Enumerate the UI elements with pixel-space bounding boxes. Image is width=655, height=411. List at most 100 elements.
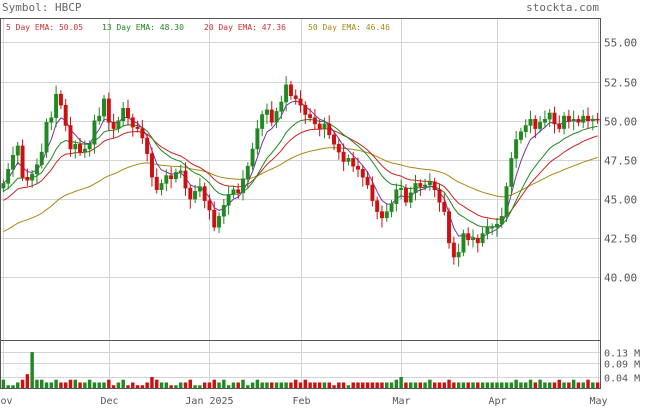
candle-body bbox=[1, 183, 6, 189]
volume-panel-border bbox=[0, 340, 601, 389]
candle-body bbox=[159, 183, 164, 190]
volume-bar bbox=[485, 382, 490, 388]
volume-bar bbox=[490, 382, 494, 388]
volume-bar bbox=[226, 385, 231, 388]
volume-bar bbox=[351, 382, 355, 388]
volume-bar bbox=[231, 382, 236, 388]
ema-20-line-layer bbox=[3, 128, 598, 220]
volume-tick-label: 0.13 M bbox=[604, 349, 640, 360]
candle-body bbox=[332, 134, 337, 145]
volume-bar bbox=[44, 382, 49, 388]
volume-bar bbox=[135, 385, 140, 388]
candle-body bbox=[207, 200, 212, 211]
volume-bar bbox=[571, 379, 576, 388]
volume-bar bbox=[471, 382, 475, 388]
volume-bar bbox=[126, 385, 130, 388]
volume-bar bbox=[236, 382, 240, 388]
candle-body bbox=[121, 108, 126, 122]
candle-body bbox=[274, 111, 279, 123]
x-tick-label: Nov bbox=[0, 396, 13, 406]
candle-body bbox=[217, 216, 222, 228]
candle-body bbox=[58, 93, 63, 106]
volume-bar bbox=[11, 385, 15, 388]
volume-bar bbox=[274, 382, 279, 388]
candle-body bbox=[514, 139, 519, 159]
candle-body bbox=[303, 104, 308, 115]
price-tick-label: 50.00 bbox=[604, 116, 637, 129]
volume-bar bbox=[552, 382, 557, 388]
volume-bar bbox=[246, 385, 250, 388]
candle-body bbox=[432, 181, 437, 190]
volume-bar bbox=[466, 382, 470, 388]
candle-body bbox=[164, 175, 169, 184]
ema-20-line bbox=[3, 128, 598, 220]
volume-bar bbox=[174, 385, 178, 388]
volume-bar bbox=[313, 382, 317, 388]
volume-bar bbox=[394, 379, 399, 388]
symbol-label: Symbol: HBCP bbox=[2, 1, 82, 14]
candle-body bbox=[298, 98, 303, 106]
candle-body bbox=[25, 176, 30, 181]
candle-body bbox=[236, 189, 241, 194]
price-tick-label: 45.00 bbox=[604, 194, 637, 207]
volume-bar bbox=[40, 379, 44, 388]
candle-body bbox=[552, 112, 557, 125]
volume-bar bbox=[284, 382, 288, 388]
candle-body bbox=[245, 165, 250, 179]
volume-bar bbox=[523, 382, 528, 388]
candle-body bbox=[97, 115, 102, 122]
candle-body bbox=[11, 154, 15, 170]
candle-body bbox=[102, 98, 107, 117]
volume-bar bbox=[456, 382, 461, 388]
volume-bar bbox=[183, 382, 188, 388]
candle-body bbox=[30, 173, 35, 181]
candle-body bbox=[403, 187, 408, 203]
x-tick-label: Jan 2025 bbox=[185, 396, 233, 406]
candle-body bbox=[15, 145, 20, 156]
candle-body bbox=[44, 122, 49, 153]
volume-bar bbox=[178, 382, 183, 388]
candle-body bbox=[317, 123, 322, 129]
candle-body bbox=[226, 194, 231, 206]
volume-bar bbox=[567, 382, 571, 388]
candle-body bbox=[370, 184, 375, 201]
candle-body bbox=[6, 169, 11, 184]
volume-bar bbox=[155, 379, 159, 388]
candle-body bbox=[562, 115, 567, 129]
volume-bar bbox=[500, 382, 504, 388]
volume-bar bbox=[121, 379, 125, 388]
volume-bar bbox=[404, 382, 408, 388]
candle-body bbox=[73, 144, 78, 150]
price-tick-label: 40.00 bbox=[604, 272, 637, 285]
candle-body bbox=[145, 137, 150, 154]
price-axis: 55.00 52.50 50.00 47.50 45.00 42.50 40.00 bbox=[604, 37, 637, 285]
candle-body bbox=[394, 189, 399, 205]
volume-bar bbox=[442, 382, 446, 388]
candle-body bbox=[351, 158, 356, 167]
candle-body bbox=[341, 151, 346, 162]
candle-body bbox=[586, 115, 590, 122]
volume-bar bbox=[586, 379, 590, 388]
volume-bar bbox=[193, 385, 197, 388]
candle-body bbox=[360, 169, 365, 178]
candle-body bbox=[63, 104, 68, 126]
volume-bar bbox=[543, 382, 547, 388]
candle-body bbox=[126, 108, 130, 118]
volume-bar bbox=[504, 382, 509, 388]
volume-bar bbox=[78, 382, 82, 388]
volume-bar bbox=[222, 379, 226, 388]
candle-body bbox=[336, 144, 341, 153]
volume-bar bbox=[581, 382, 585, 388]
volume-bar bbox=[341, 382, 346, 388]
ema-50-line-layer bbox=[3, 147, 598, 233]
price-tick-label: 47.50 bbox=[604, 155, 637, 168]
volume-bar bbox=[87, 379, 92, 388]
volume-bar bbox=[250, 382, 255, 388]
volume-bar bbox=[30, 352, 34, 388]
candle-body bbox=[490, 227, 495, 229]
candle-body bbox=[418, 183, 423, 187]
legend-ema-20: 20 Day EMA: 47.36 bbox=[204, 23, 286, 32]
candle-body bbox=[106, 98, 111, 123]
